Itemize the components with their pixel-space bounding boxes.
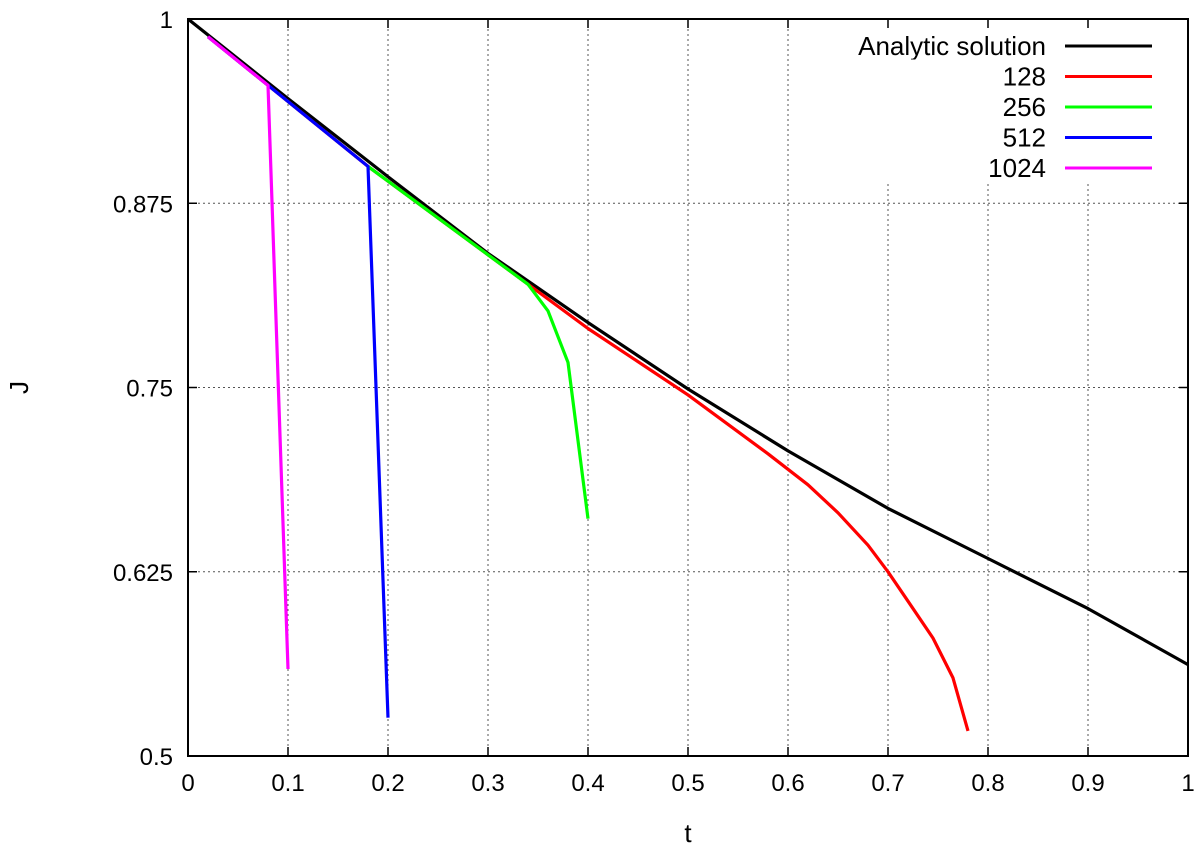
- x-tick-label: 0.6: [771, 770, 804, 797]
- x-tick-label: 0.2: [371, 770, 404, 797]
- y-tick-label: 0.5: [140, 744, 173, 771]
- legend-label: 1024: [988, 153, 1046, 183]
- axis-ticks: 0 0.1 0.2 0.3 0.4 0.5 0.6 0.7 0.8 0.9 1 0.5 0.625 0.7…: [113, 7, 1195, 797]
- x-tick-label: 0.8: [971, 770, 1004, 797]
- legend-entry-background: [800, 29, 1170, 60]
- series-line: [206, 35, 290, 670]
- series-lines: [187, 17, 1189, 732]
- x-tick-label: 0.1: [271, 770, 304, 797]
- legend-label: 256: [1003, 92, 1046, 122]
- x-tick-label: 0: [181, 770, 194, 797]
- x-tick-label: 1: [1181, 770, 1194, 797]
- legend-entry-background: [800, 59, 1170, 90]
- y-tick-label: 0.625: [113, 560, 173, 587]
- y-axis-label: J: [4, 381, 34, 394]
- y-tick-label: 1: [160, 7, 173, 34]
- x-axis-label: t: [684, 818, 692, 846]
- series-line: [187, 17, 1189, 666]
- legend-entry-background: [800, 90, 1170, 121]
- series-line: [206, 35, 390, 718]
- legend-entry-background: [800, 120, 1170, 151]
- legend-label: Analytic solution: [858, 31, 1046, 61]
- y-tick-label: 0.75: [126, 376, 173, 403]
- x-tick-label: 0.5: [671, 770, 704, 797]
- x-tick-label: 0.7: [871, 770, 904, 797]
- series-line: [367, 165, 590, 519]
- x-tick-label: 0.4: [571, 770, 604, 797]
- legend-label: 512: [1003, 123, 1046, 153]
- x-tick-label: 0.3: [471, 770, 504, 797]
- x-tick-label: 0.9: [1071, 770, 1104, 797]
- legend-label: 128: [1003, 62, 1046, 92]
- legend-entry-background: [800, 151, 1170, 182]
- y-tick-label: 0.875: [113, 191, 173, 218]
